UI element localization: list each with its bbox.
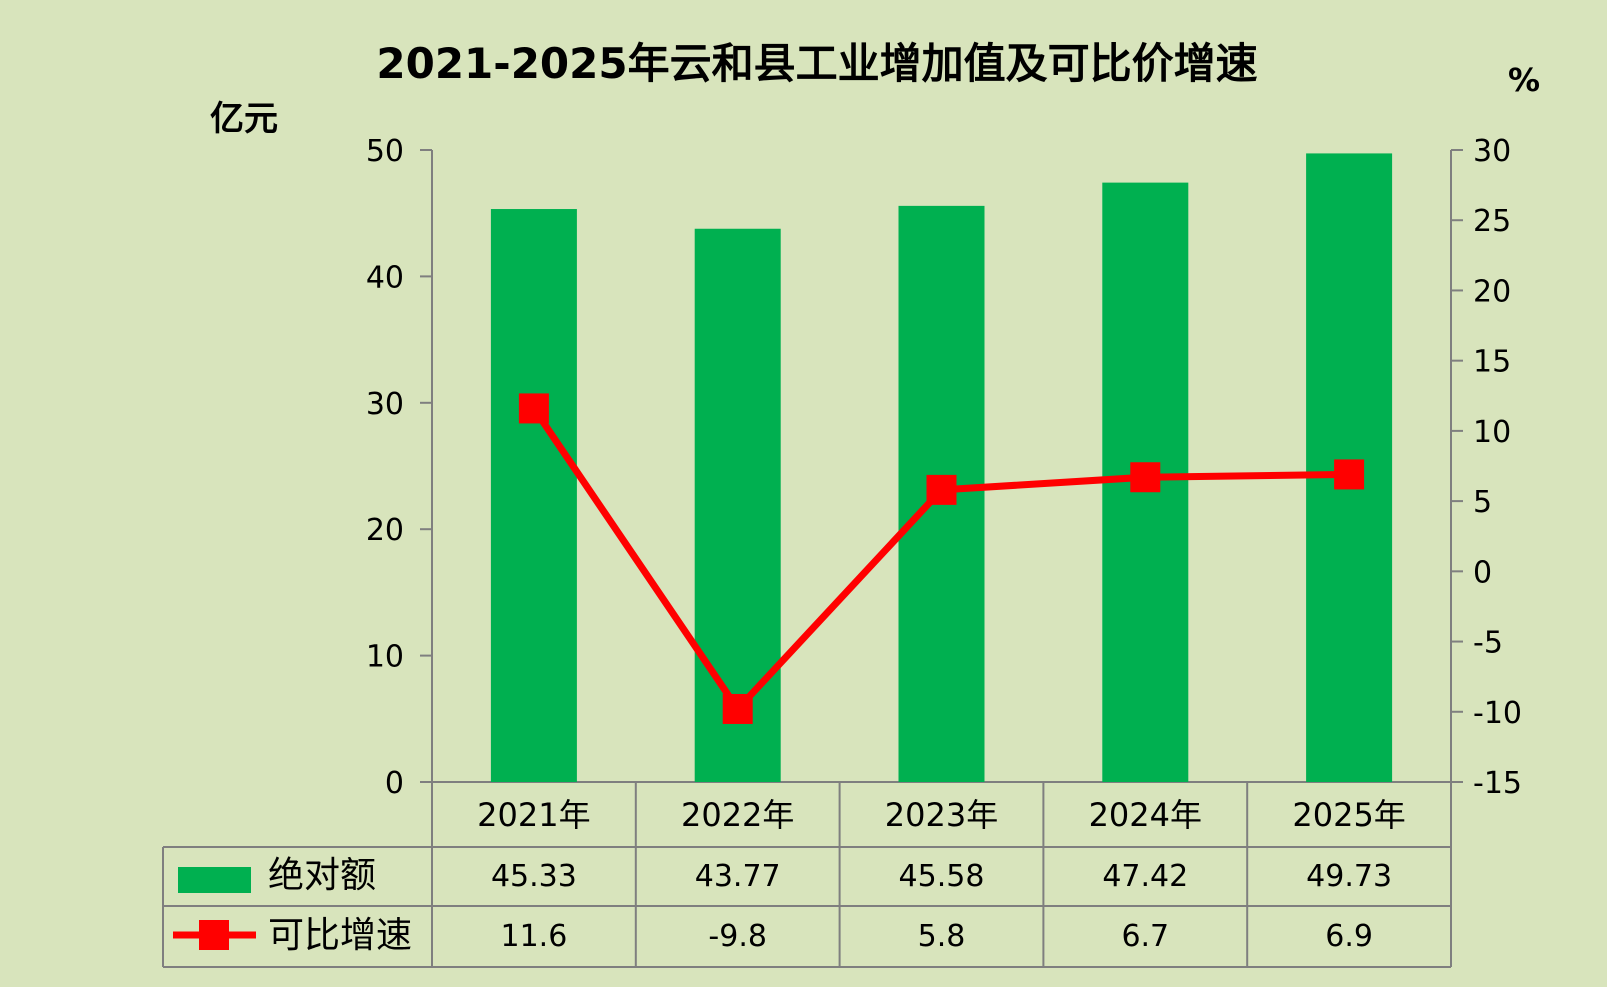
right-tick-label: -5 bbox=[1473, 626, 1503, 661]
left-tick-label: 50 bbox=[366, 134, 404, 169]
right-tick-label: -10 bbox=[1473, 696, 1522, 731]
growth-point-2023年 bbox=[926, 474, 957, 505]
data-table: 2021年 2022年 2023年 2024年 2025年 45.33 43.77 45.58… bbox=[173, 796, 1406, 956]
right-tick-label: 20 bbox=[1473, 274, 1511, 309]
left-tick-label: 10 bbox=[366, 640, 404, 675]
tick-labels: 0 10 20 30 40 50 -15 -10 -5 0 5 10 15 20 25 30 bbox=[366, 134, 1522, 801]
growth-point-2021年 bbox=[518, 393, 549, 424]
axes-and-table bbox=[162, 149, 1463, 968]
category-label: 2021年 bbox=[477, 796, 590, 834]
data-label-growth: -9.8 bbox=[708, 919, 767, 954]
right-tick-label: 30 bbox=[1473, 134, 1511, 169]
data-label-value: 47.42 bbox=[1102, 859, 1188, 894]
data-label-growth: 6.7 bbox=[1121, 919, 1169, 954]
bar-2022年 bbox=[694, 228, 781, 782]
category-label: 2025年 bbox=[1292, 796, 1405, 834]
growth-point-2022年 bbox=[722, 693, 753, 724]
data-label-value: 43.77 bbox=[695, 859, 781, 894]
legend-key-bar bbox=[178, 867, 251, 893]
growth-point-2024年 bbox=[1130, 462, 1161, 493]
bar-2021年 bbox=[490, 209, 577, 782]
legend-key-marker bbox=[199, 920, 229, 950]
data-label-growth: 11.6 bbox=[501, 919, 568, 954]
right-tick-label: 25 bbox=[1473, 204, 1511, 239]
left-tick-label: 0 bbox=[385, 766, 404, 801]
bars bbox=[490, 153, 1393, 783]
category-label: 2024年 bbox=[1089, 796, 1202, 834]
right-axis-unit: % bbox=[1508, 61, 1540, 99]
left-axis-unit: 亿元 bbox=[210, 99, 278, 139]
data-label-growth: 5.8 bbox=[918, 919, 966, 954]
right-tick-label: 0 bbox=[1473, 555, 1492, 590]
data-label-value: 49.73 bbox=[1306, 859, 1392, 894]
left-tick-label: 30 bbox=[366, 387, 404, 422]
chart-title: 2021-2025年云和县工业增加值及可比价增速 bbox=[376, 39, 1257, 88]
legend-label-bar: 绝对额 bbox=[268, 855, 376, 896]
category-label: 2023年 bbox=[885, 796, 998, 834]
right-tick-label: 15 bbox=[1473, 345, 1511, 380]
growth-line bbox=[518, 393, 1365, 724]
right-tick-label: -15 bbox=[1473, 766, 1522, 801]
category-label: 2022年 bbox=[681, 796, 794, 834]
data-label-value: 45.33 bbox=[491, 859, 577, 894]
right-tick-label: 5 bbox=[1473, 485, 1492, 520]
data-label-growth: 6.9 bbox=[1325, 919, 1373, 954]
legend-label-line: 可比增速 bbox=[268, 915, 412, 956]
growth-point-2025年 bbox=[1334, 459, 1365, 490]
data-label-value: 45.58 bbox=[899, 859, 985, 894]
right-tick-label: 10 bbox=[1473, 415, 1511, 450]
left-tick-label: 40 bbox=[366, 260, 404, 295]
left-tick-label: 20 bbox=[366, 513, 404, 548]
